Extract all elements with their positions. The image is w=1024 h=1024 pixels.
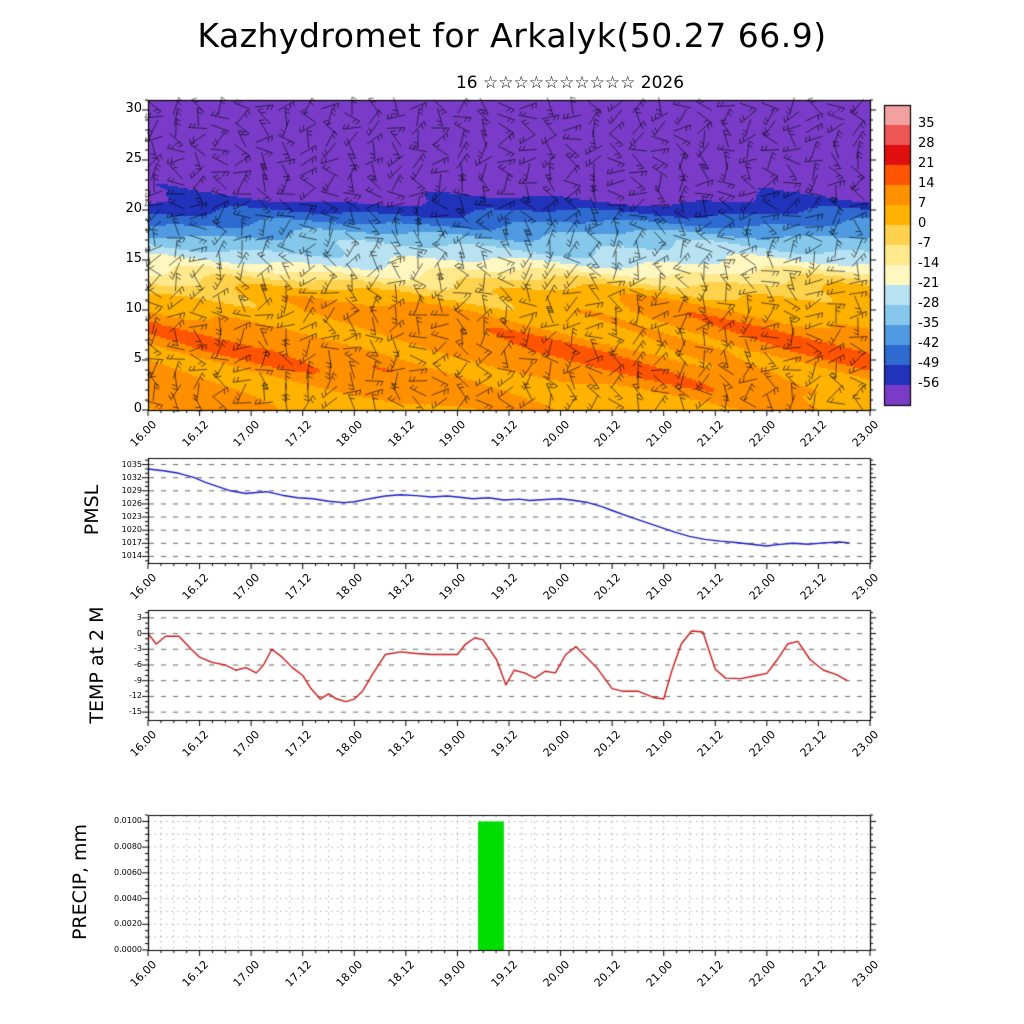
- y-tick-label: 0: [133, 401, 142, 416]
- y-tick-label: -12: [128, 691, 142, 701]
- precip-axis-label: PRECIP, mm: [69, 823, 91, 941]
- y-tick-label: 30: [125, 101, 142, 116]
- colorbar-tick-label: -14: [918, 256, 940, 271]
- y-tick-label: 20: [125, 201, 142, 216]
- y-tick-label: 1014: [121, 551, 142, 561]
- y-tick-label: 10: [125, 301, 142, 316]
- colorbar-tick-label: -56: [918, 376, 940, 391]
- y-tick-label: 1032: [121, 472, 142, 482]
- colorbar-tick-label: -21: [918, 276, 940, 291]
- colorbar-tick-label: 21: [918, 156, 935, 171]
- y-tick-label: 0: [136, 628, 142, 638]
- y-tick-label: 3: [136, 612, 142, 622]
- colorbar-tick-label: -7: [918, 236, 931, 251]
- y-tick-label: 0.0020: [114, 919, 142, 929]
- y-tick-label: 0.0000: [114, 945, 142, 954]
- y-tick-label: -9: [134, 675, 142, 685]
- colorbar-tick-label: -35: [918, 316, 940, 331]
- y-tick-label: 1035: [121, 459, 142, 469]
- colorbar-tick-label: 35: [918, 116, 935, 131]
- colorbar-tick-label: 14: [918, 176, 935, 191]
- y-tick-label: 1020: [121, 525, 142, 535]
- y-tick-label: 0.0040: [114, 893, 142, 903]
- colorbar-tick-label: 0: [918, 216, 927, 231]
- y-tick-label: 1017: [121, 538, 142, 548]
- y-tick-label: 0.0080: [114, 842, 142, 852]
- y-tick-label: -15: [128, 707, 142, 717]
- y-tick-label: 1023: [121, 512, 142, 522]
- y-tick-label: 15: [125, 251, 142, 266]
- y-tick-label: -6: [134, 660, 142, 669]
- colorbar-tick-label: -42: [918, 336, 940, 351]
- y-tick-label: 5: [133, 351, 142, 366]
- colorbar-tick-label: 28: [918, 136, 935, 151]
- colorbar-tick-label: -49: [918, 356, 940, 371]
- y-tick-label: 1026: [121, 498, 142, 508]
- y-tick-label: 0.0060: [114, 867, 142, 877]
- colorbar-tick-label: 7: [918, 196, 927, 211]
- y-tick-label: 1029: [121, 485, 142, 495]
- y-tick-label: -3: [134, 644, 142, 654]
- y-tick-label: 25: [125, 151, 142, 166]
- colorbar-tick-label: -28: [918, 296, 940, 311]
- y-tick-label: 0.0100: [114, 816, 142, 826]
- figure-title: Kazhydromet for Arkalyk(50.27 66.9): [197, 16, 827, 55]
- figure-subtitle: 16 ☆☆☆☆☆☆☆☆☆☆ 2026: [455, 73, 685, 93]
